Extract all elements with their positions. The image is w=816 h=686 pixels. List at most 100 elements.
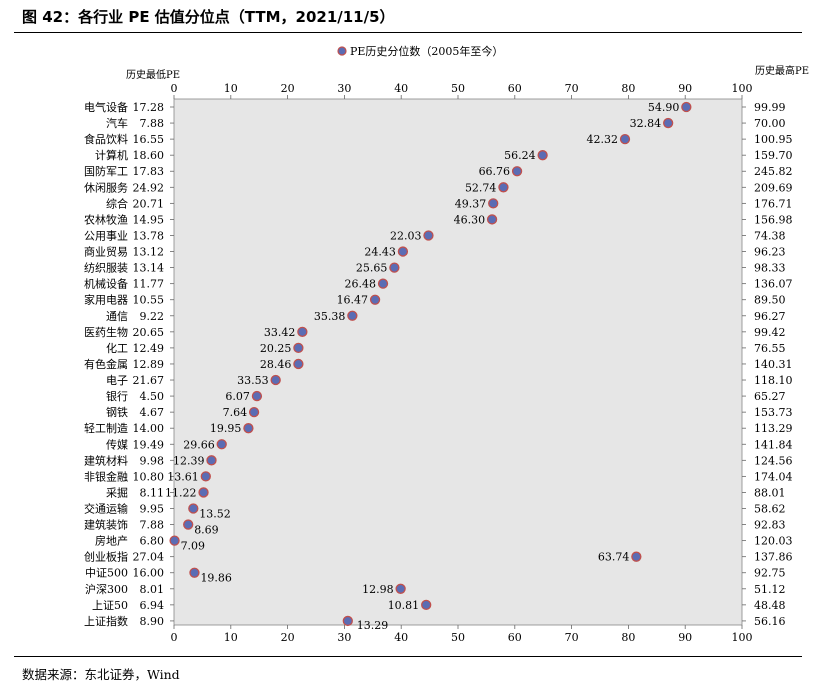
min-pe-label: 14.00	[133, 422, 165, 435]
current-pe-label: 28.46	[260, 358, 292, 371]
data-point	[537, 150, 548, 161]
current-pe-label: 22.03	[390, 229, 422, 242]
current-pe-label: 49.37	[455, 197, 487, 210]
min-pe-label: 10.80	[133, 470, 165, 483]
category-label: 交通运输	[84, 502, 128, 516]
category-label: 机械设备	[84, 277, 128, 291]
data-point	[347, 310, 358, 321]
category-label: 上证指数	[84, 614, 128, 628]
current-pe-label: 29.66	[183, 438, 215, 451]
data-point	[188, 503, 199, 514]
max-pe-label: 70.00	[754, 117, 786, 130]
current-pe-label: 56.24	[504, 149, 536, 162]
category-label: 上证50	[92, 599, 128, 612]
legend-marker	[337, 46, 347, 56]
current-pe-label: 19.95	[210, 422, 242, 435]
data-point	[198, 487, 209, 498]
min-pe-label: 8.01	[140, 583, 165, 596]
category-label: 轻工制造	[84, 421, 128, 435]
x-tick-label-bottom: 80	[621, 631, 635, 644]
data-point	[377, 278, 389, 289]
category-label: 食品饮料	[84, 132, 128, 146]
max-pe-label: 118.10	[754, 374, 793, 387]
max-pe-label: 136.07	[754, 278, 793, 291]
data-point	[169, 535, 180, 546]
data-row: 化工 12.49 76.55 20.25	[106, 341, 786, 355]
data-row: 中证500 16.00 92.75 19.86	[85, 567, 786, 585]
data-source: 数据来源：东北证券，Wind	[22, 667, 180, 682]
min-pe-label: 17.83	[133, 165, 165, 178]
current-pe-label: 63.74	[598, 551, 630, 564]
data-row: 银行 4.50 65.27 6.07	[106, 389, 786, 403]
min-pe-label: 24.92	[133, 181, 165, 194]
left-axis-label: 历史最低PE	[126, 68, 180, 81]
current-pe-label: 35.38	[314, 310, 346, 323]
data-point	[423, 230, 434, 241]
current-pe-label: 16.47	[337, 294, 369, 307]
min-pe-label: 11.77	[133, 278, 165, 291]
x-tick-label-bottom: 100	[732, 631, 753, 644]
data-point	[488, 198, 499, 209]
category-label: 创业板指	[84, 550, 128, 564]
x-tick-label-top: 70	[565, 82, 579, 95]
current-pe-label: 7.09	[181, 540, 206, 553]
max-pe-label: 88.01	[754, 486, 786, 499]
category-label: 休闲服务	[84, 180, 128, 194]
min-pe-label: 9.22	[140, 310, 165, 323]
min-pe-label: 4.50	[140, 390, 165, 403]
data-point	[421, 599, 432, 611]
data-row: 轻工制造 14.00 113.29 19.95	[84, 421, 793, 435]
plot-area	[173, 98, 743, 626]
min-pe-label: 9.98	[140, 454, 165, 467]
current-pe-label: 46.30	[454, 213, 486, 226]
data-point	[206, 455, 217, 466]
data-row: 休闲服务 24.92 209.69 52.74	[84, 180, 793, 194]
category-label: 国防军工	[84, 164, 128, 178]
current-pe-label: 13.61	[167, 470, 199, 483]
legend: PE历史分位数（2005年至今）	[337, 44, 503, 58]
max-pe-label: 140.31	[754, 358, 793, 371]
x-tick-label-bottom: 90	[678, 631, 692, 644]
current-pe-label: 24.43	[364, 246, 396, 259]
max-pe-label: 124.56	[754, 454, 793, 467]
category-label: 电气设备	[84, 100, 128, 114]
x-tick-label-top: 30	[337, 82, 351, 95]
category-label: 综合	[106, 196, 128, 210]
data-row: 交通运输 9.95 58.62 13.52	[84, 502, 786, 521]
min-pe-label: 8.11	[140, 486, 165, 499]
x-tick-label-bottom: 40	[394, 631, 408, 644]
data-point	[293, 342, 304, 354]
data-point	[251, 390, 263, 402]
max-pe-label: 58.62	[754, 503, 786, 516]
max-pe-label: 76.55	[754, 342, 786, 355]
data-row: 上证指数 8.90 56.16 13.29	[84, 614, 786, 632]
data-row: 房地产 6.80 120.03 7.09	[95, 534, 793, 553]
data-row: 上证50 6.94 48.48 10.81	[92, 599, 786, 612]
current-pe-label: 20.25	[260, 342, 292, 355]
min-pe-label: 19.49	[133, 438, 165, 451]
data-point	[248, 406, 260, 418]
max-pe-label: 89.50	[754, 294, 786, 307]
min-pe-label: 18.60	[133, 149, 165, 162]
min-pe-label: 6.94	[140, 599, 165, 612]
max-pe-label: 176.71	[754, 197, 793, 210]
max-pe-label: 65.27	[754, 390, 786, 403]
data-row: 农林牧渔 14.95 156.98 46.30	[84, 212, 793, 226]
max-pe-label: 137.86	[754, 551, 793, 564]
x-tick-label-bottom: 60	[508, 631, 522, 644]
x-tick-label-top: 60	[508, 82, 522, 95]
category-label: 化工	[106, 341, 128, 355]
x-tick-label-top: 90	[678, 82, 692, 95]
data-point	[619, 133, 631, 145]
data-rows: 电气设备 17.28 99.99 54.90 汽车 7.88 70.00 32.84 食品饮料 1…	[84, 100, 793, 632]
x-tick-label-top: 0	[171, 82, 178, 95]
current-pe-label: 13.52	[199, 508, 231, 521]
category-label: 有色金属	[84, 357, 128, 371]
x-tick-label-bottom: 10	[224, 631, 238, 644]
data-row: 公用事业 13.78 74.38 22.03	[84, 229, 786, 242]
category-label: 建筑装饰	[84, 518, 128, 532]
data-row: 电子 21.67 118.10 33.53	[106, 374, 793, 387]
current-pe-label: 33.53	[237, 374, 269, 387]
data-row: 食品饮料 16.55 100.95 42.32	[84, 132, 793, 146]
current-pe-label: 33.42	[264, 326, 296, 339]
